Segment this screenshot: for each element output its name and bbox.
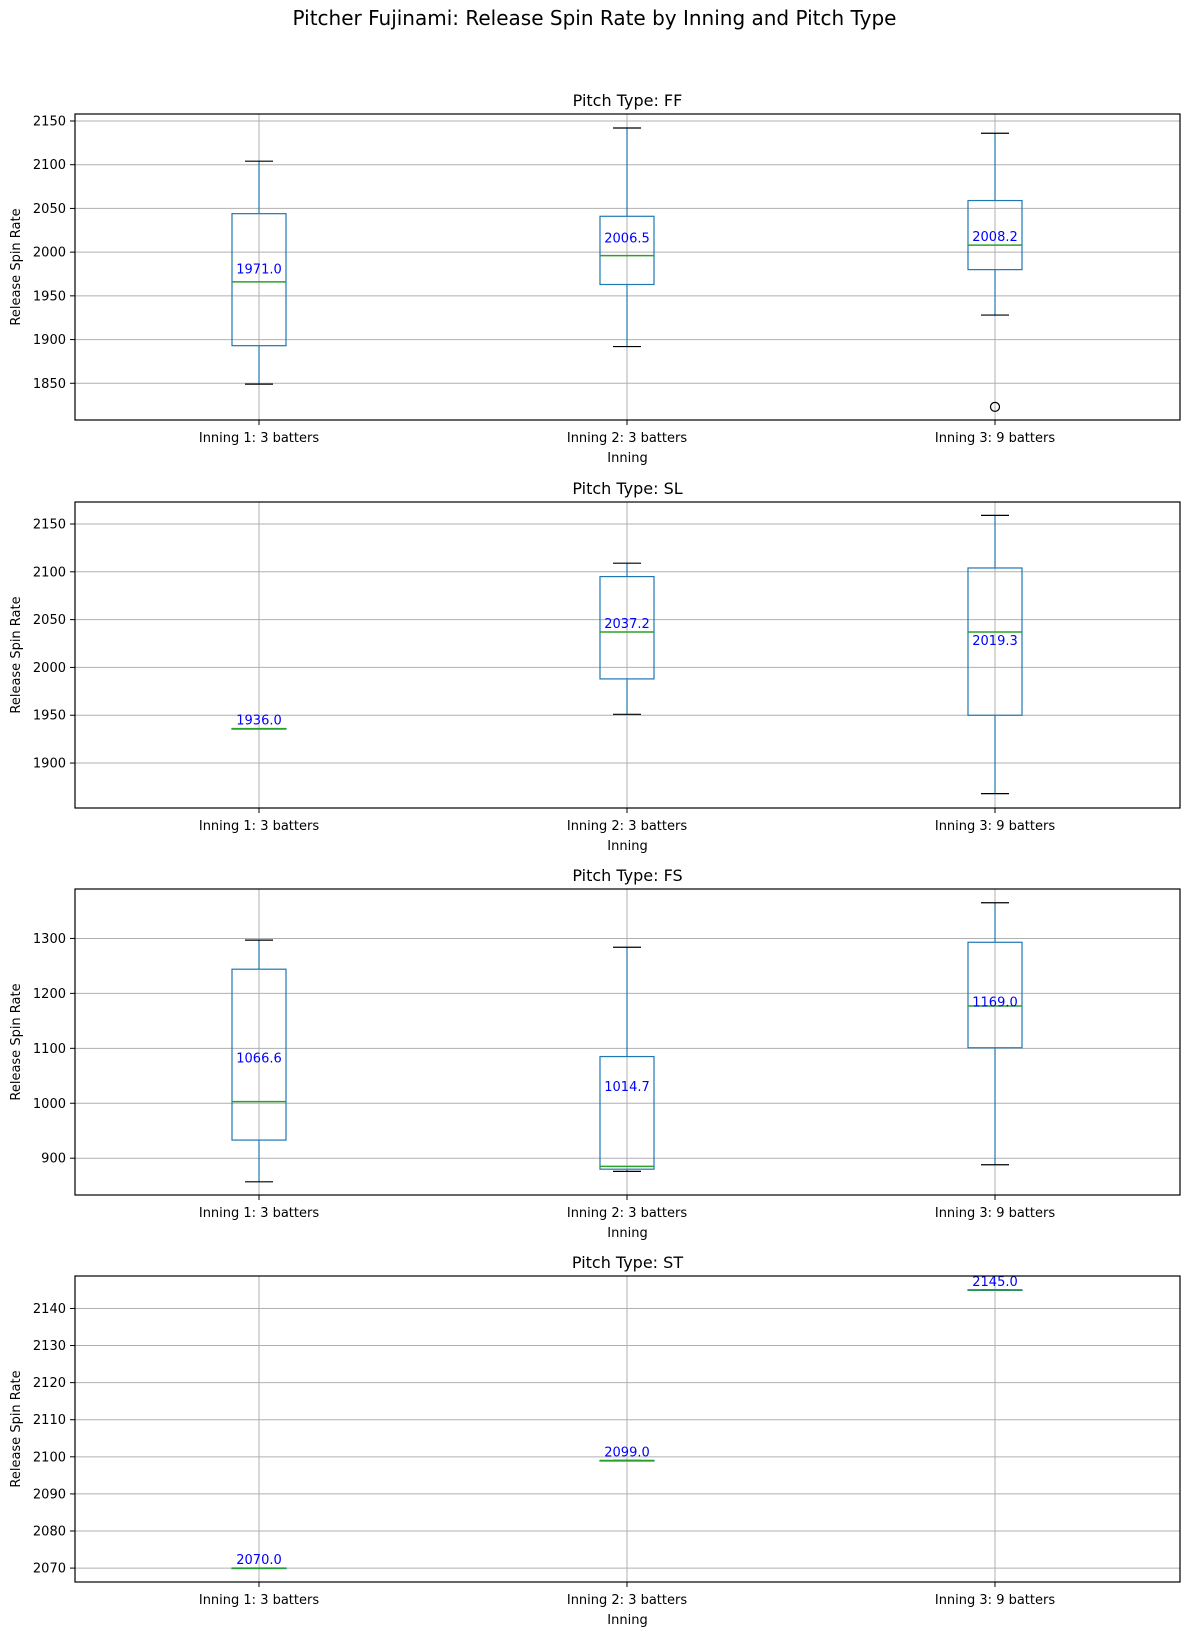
subplot-title: Pitch Type: FS: [572, 866, 682, 885]
x-tick-label: Inning 3: 9 batters: [935, 431, 1055, 446]
figure-title: Pitcher Fujinami: Release Spin Rate by I…: [293, 6, 897, 30]
y-axis-label: Release Spin Rate: [9, 983, 24, 1100]
x-axis-label: Inning: [607, 839, 647, 854]
mean-label: 2145.0: [972, 1275, 1018, 1290]
y-tick-label: 1900: [33, 757, 66, 772]
y-tick-label: 1300: [33, 932, 66, 947]
y-tick-label: 2080: [33, 1525, 66, 1540]
x-axis-label: Inning: [607, 1613, 647, 1628]
y-axis-label: Release Spin Rate: [9, 1370, 24, 1487]
y-tick-label: 2100: [33, 1450, 66, 1465]
y-tick-label: 2120: [33, 1376, 66, 1391]
y-tick-label: 1900: [33, 333, 66, 348]
mean-label: 2070.0: [236, 1553, 282, 1568]
y-tick-label: 2000: [33, 246, 66, 261]
iqr-box: [967, 567, 1023, 716]
y-tick-label: 2130: [33, 1339, 66, 1354]
mean-label: 2006.5: [604, 231, 650, 246]
iqr-box: [967, 941, 1023, 1049]
x-tick-label: Inning 2: 3 batters: [567, 819, 687, 834]
y-tick-label: 1850: [33, 377, 66, 392]
iqr-box: [231, 213, 287, 347]
x-tick-label: Inning 3: 9 batters: [935, 1206, 1055, 1221]
mean-label: 2019.3: [972, 634, 1018, 649]
y-tick-label: 2110: [33, 1413, 66, 1428]
mean-label: 1936.0: [236, 714, 282, 729]
x-tick-label: Inning 2: 3 batters: [567, 1206, 687, 1221]
y-axis-label: Release Spin Rate: [9, 208, 24, 325]
iqr-box: [599, 575, 655, 680]
subplot-title: Pitch Type: ST: [572, 1253, 683, 1272]
y-tick-label: 2090: [33, 1487, 66, 1502]
mean-label: 2099.0: [604, 1446, 650, 1461]
x-tick-label: Inning 1: 3 batters: [199, 819, 319, 834]
mean-label: 2037.2: [604, 617, 650, 632]
y-tick-label: 1950: [33, 289, 66, 304]
outlier-point: [989, 401, 1001, 412]
mean-label: 1066.6: [236, 1052, 282, 1067]
y-tick-label: 2000: [33, 661, 66, 676]
y-tick-label: 2050: [33, 202, 66, 217]
y-tick-label: 900: [41, 1152, 66, 1167]
subplot-title: Pitch Type: FF: [573, 91, 683, 110]
y-tick-label: 2100: [33, 158, 66, 173]
mean-label: 1014.7: [604, 1080, 650, 1095]
y-tick-label: 2070: [33, 1562, 66, 1577]
mean-label: 1169.0: [972, 995, 1018, 1010]
iqr-box: [599, 215, 655, 286]
y-tick-label: 1100: [33, 1042, 66, 1057]
mean-label: 2008.2: [972, 230, 1018, 245]
x-tick-label: Inning 1: 3 batters: [199, 1206, 319, 1221]
iqr-box: [599, 1055, 655, 1170]
x-tick-label: Inning 3: 9 batters: [935, 1593, 1055, 1608]
x-axis-label: Inning: [607, 451, 647, 466]
iqr-box: [231, 968, 287, 1141]
y-tick-label: 2140: [33, 1302, 66, 1317]
mean-label: 1971.0: [236, 262, 282, 277]
subplot-title: Pitch Type: SL: [572, 479, 682, 498]
y-tick-label: 2050: [33, 613, 66, 628]
y-tick-label: 2150: [33, 517, 66, 532]
y-tick-label: 1000: [33, 1097, 66, 1112]
x-tick-label: Inning 1: 3 batters: [199, 431, 319, 446]
x-tick-label: Inning 2: 3 batters: [567, 431, 687, 446]
x-axis-label: Inning: [607, 1226, 647, 1241]
y-tick-label: 2100: [33, 565, 66, 580]
y-tick-label: 1950: [33, 709, 66, 724]
y-tick-label: 1200: [33, 987, 66, 1002]
x-tick-label: Inning 3: 9 batters: [935, 819, 1055, 834]
x-tick-label: Inning 2: 3 batters: [567, 1593, 687, 1608]
y-tick-label: 2150: [33, 114, 66, 129]
y-axis-label: Release Spin Rate: [9, 596, 24, 713]
iqr-box: [967, 199, 1023, 271]
x-tick-label: Inning 1: 3 batters: [199, 1593, 319, 1608]
